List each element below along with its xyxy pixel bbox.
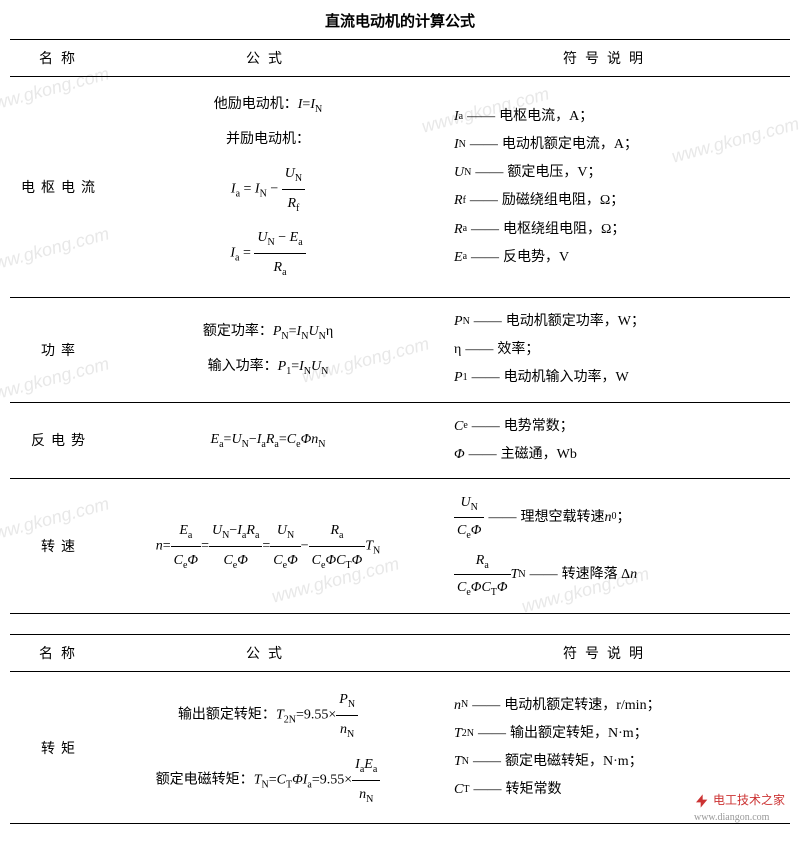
table-header-row: 名称 公式 符号说明 bbox=[10, 635, 790, 672]
row-symbols: Ce——电势常数；Φ——主磁通，Wb bbox=[424, 402, 790, 478]
formula-table-2: 名称 公式 符号说明 转矩输出额定转矩：T2N=9.55×PNnN额定电磁转矩：… bbox=[10, 634, 790, 824]
header-symbols: 符号说明 bbox=[424, 635, 790, 672]
table-header-row: 名称 公式 符号说明 bbox=[10, 40, 790, 77]
row-name: 电枢电流 bbox=[10, 77, 112, 298]
table-row: 反电势Ea=UN−IaRa=CeΦnNCe——电势常数；Φ——主磁通，Wb bbox=[10, 402, 790, 478]
table-row: 电枢电流他励电动机：I=IN并励电动机：Ia = IN − UNRfIa = U… bbox=[10, 77, 790, 298]
row-symbols: Ia——电枢电流，A；IN——电动机额定电流，A；UN——额定电压，V；Rf——… bbox=[424, 77, 790, 298]
lightning-icon bbox=[694, 793, 710, 809]
header-formula: 公式 bbox=[112, 635, 424, 672]
row-symbols: UNCeΦ——理想空载转速 n0；RaCeΦCTΦTN——转速降落 Δn bbox=[424, 478, 790, 613]
header-name: 名称 bbox=[10, 635, 112, 672]
row-name: 转矩 bbox=[10, 672, 112, 824]
page-title: 直流电动机的计算公式 bbox=[10, 10, 790, 31]
table-row: 转矩输出额定转矩：T2N=9.55×PNnN额定电磁转矩：TN=CTΦIa=9.… bbox=[10, 672, 790, 824]
row-name: 功率 bbox=[10, 297, 112, 402]
formula-table-1: 名称 公式 符号说明 电枢电流他励电动机：I=IN并励电动机：Ia = IN −… bbox=[10, 39, 790, 614]
header-name: 名称 bbox=[10, 40, 112, 77]
row-name: 转速 bbox=[10, 478, 112, 613]
row-symbols: PN——电动机额定功率，W；η——效率；P1——电动机输入功率，W bbox=[424, 297, 790, 402]
logo-text: 电工技术之家 bbox=[713, 793, 785, 807]
row-formula: Ea=UN−IaRa=CeΦnN bbox=[112, 402, 424, 478]
logo-url: www.diangon.com bbox=[694, 812, 769, 823]
row-formula: 输出额定转矩：T2N=9.55×PNnN额定电磁转矩：TN=CTΦIa=9.55… bbox=[112, 672, 424, 824]
table-row: 转速n=EaCeΦ=UN−IaRaCeΦ=UNCeΦ−RaCeΦCTΦTNUNC… bbox=[10, 478, 790, 613]
header-formula: 公式 bbox=[112, 40, 424, 77]
row-formula: 他励电动机：I=IN并励电动机：Ia = IN − UNRfIa = UN − … bbox=[112, 77, 424, 298]
row-name: 反电势 bbox=[10, 402, 112, 478]
table-row: 功率额定功率：PN=INUNη输入功率：P1=INUNPN——电动机额定功率，W… bbox=[10, 297, 790, 402]
site-logo: 电工技术之家 www.diangon.com bbox=[694, 791, 785, 824]
row-formula: n=EaCeΦ=UN−IaRaCeΦ=UNCeΦ−RaCeΦCTΦTN bbox=[112, 478, 424, 613]
row-formula: 额定功率：PN=INUNη输入功率：P1=INUN bbox=[112, 297, 424, 402]
header-symbols: 符号说明 bbox=[424, 40, 790, 77]
